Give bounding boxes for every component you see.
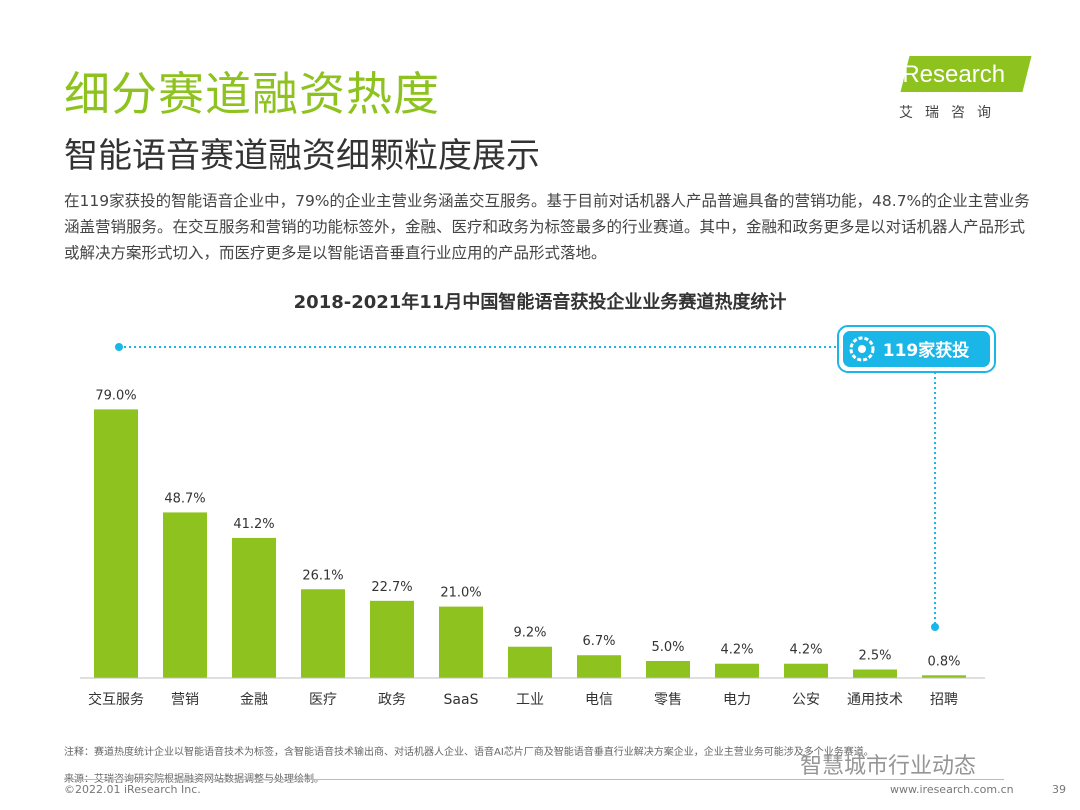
category-label: 通用技术 bbox=[847, 692, 903, 708]
bar-10 bbox=[715, 663, 759, 678]
iresearch-logo: iResearch 艾瑞咨询 bbox=[893, 56, 1033, 126]
footer-divider bbox=[64, 779, 1004, 780]
logo-text: iResearch bbox=[897, 61, 1006, 88]
bar-4 bbox=[301, 589, 345, 678]
bar-value-label: 79.0% bbox=[95, 388, 136, 403]
annotation-end-dot bbox=[931, 623, 939, 631]
annotation-text: 119家获投 bbox=[883, 340, 970, 361]
bar-9 bbox=[646, 661, 690, 678]
bar-value-label: 5.0% bbox=[651, 640, 684, 655]
category-label: 医疗 bbox=[309, 692, 337, 708]
category-label: 招聘 bbox=[930, 692, 958, 708]
bar-value-label: 2.5% bbox=[858, 649, 891, 664]
bar-3 bbox=[232, 537, 276, 678]
bar-12 bbox=[853, 669, 897, 678]
bar-5 bbox=[370, 600, 414, 678]
bar-value-label: 0.8% bbox=[927, 654, 960, 669]
gear-icon-center bbox=[858, 345, 866, 353]
page-subtitle: 智能语音赛道融资细颗粒度展示 bbox=[64, 136, 540, 176]
bar-value-label: 9.2% bbox=[513, 626, 546, 641]
category-label: 政务 bbox=[378, 692, 406, 708]
summary-text: 在119家获投的智能语音企业中，79%的企业主营业务涵盖交互服务。基于目前对话机… bbox=[64, 192, 1030, 262]
bar-value-label: 4.2% bbox=[720, 643, 753, 658]
category-label: 零售 bbox=[654, 692, 682, 708]
category-label: 公安 bbox=[792, 692, 820, 708]
gear-icon bbox=[849, 336, 875, 362]
category-label: 金融 bbox=[240, 692, 268, 708]
bar-13 bbox=[922, 675, 966, 678]
category-label: 工业 bbox=[516, 692, 544, 708]
watermark-text: 智慧城市行业动态 bbox=[800, 754, 977, 779]
bar-value-label: 6.7% bbox=[582, 634, 615, 649]
bar-value-label: 22.7% bbox=[371, 580, 412, 595]
bar-2 bbox=[163, 512, 207, 678]
copyright-text: ©2022.01 iResearch Inc. bbox=[64, 783, 201, 796]
page-number: 39 bbox=[1052, 783, 1066, 796]
bar-value-label: 21.0% bbox=[440, 586, 481, 601]
bar-value-label: 26.1% bbox=[302, 568, 343, 583]
bars-group: 79.0% 交互服务 48.7% 营销 41.2% 金融 26.1% 医疗 22.7% 政务 21.… bbox=[88, 388, 966, 708]
bar-value-label: 41.2% bbox=[233, 517, 274, 532]
chart-title: 2018-2021年11月中国智能语音获投企业业务赛道热度统计 bbox=[293, 292, 787, 313]
page-title: 细分赛道融资热度 bbox=[64, 67, 440, 121]
category-label: 交互服务 bbox=[88, 691, 144, 708]
category-label: 营销 bbox=[171, 692, 199, 708]
website-link[interactable]: www.iresearch.com.cn bbox=[890, 783, 1014, 796]
chart-note: 注释：赛道热度统计企业以智能语音技术为标签，含智能语音技术输出商、对话机器人企业… bbox=[64, 747, 874, 758]
annotation-badge bbox=[843, 331, 990, 367]
bar-1 bbox=[94, 409, 138, 678]
bar-11 bbox=[784, 663, 828, 678]
category-label: 电力 bbox=[723, 692, 751, 708]
bar-7 bbox=[508, 646, 552, 678]
bar-8 bbox=[577, 655, 621, 678]
chart-annotation: 119家获投 bbox=[115, 325, 996, 631]
bar-6 bbox=[439, 606, 483, 678]
bar-value-label: 48.7% bbox=[164, 491, 205, 506]
category-label: 电信 bbox=[585, 692, 613, 708]
bar-value-label: 4.2% bbox=[789, 643, 822, 658]
category-label: SaaS bbox=[444, 692, 479, 708]
logo-cn-text: 艾瑞咨询 bbox=[899, 105, 1003, 121]
